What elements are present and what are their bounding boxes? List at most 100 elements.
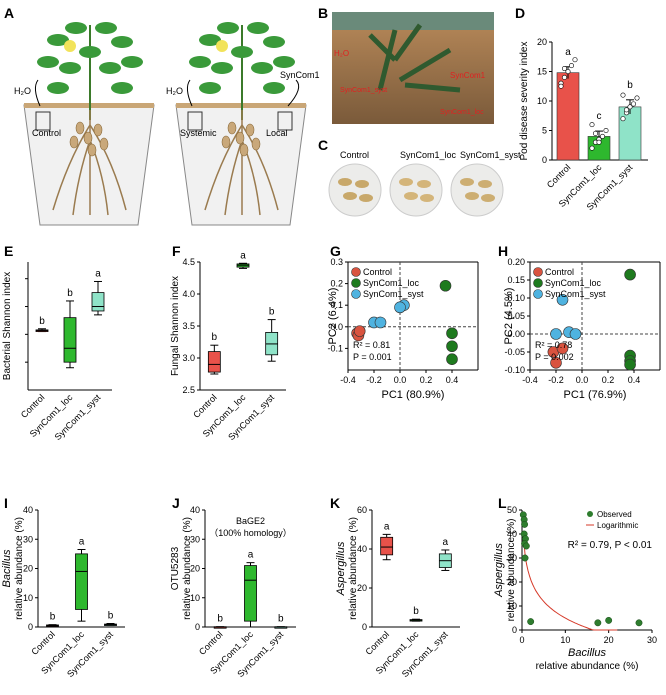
- pod: [227, 121, 237, 135]
- photo-label-loc: SynCom1_loc: [440, 109, 484, 116]
- root: [204, 124, 243, 211]
- y-tick-label: 5: [542, 126, 547, 136]
- data-point: [589, 145, 595, 151]
- significance-letter: b: [627, 80, 633, 91]
- significance-letter: b: [108, 610, 114, 621]
- y-tick-label: 60: [357, 505, 367, 515]
- panel-letter-h: H: [498, 243, 508, 259]
- root: [72, 139, 91, 216]
- data-point: [634, 95, 640, 101]
- data-point: [627, 104, 633, 110]
- x-tick-label: Control: [363, 629, 391, 657]
- y-tick-label: 0: [28, 622, 33, 632]
- pod: [239, 143, 249, 157]
- panel-i-chart: 0 10 20 30 40 Bacillus relative abundance (%) b…: [1, 505, 125, 679]
- label-control-pot: Control: [32, 128, 61, 138]
- pod: [83, 131, 93, 145]
- y-tick-label: 0.15: [507, 275, 525, 285]
- leaf: [99, 62, 121, 74]
- significance-letter: a: [384, 521, 390, 532]
- legend-label: Control: [363, 267, 392, 277]
- y-tick-label: 0.05: [507, 311, 525, 321]
- pca-point: [353, 325, 366, 337]
- pod: [87, 143, 97, 157]
- box: [75, 553, 88, 610]
- observed-point: [521, 554, 529, 562]
- x-tick-label: Control: [29, 629, 57, 657]
- legend-marker: [351, 267, 361, 277]
- leaf: [273, 56, 295, 68]
- y-tick-label: 0.10: [507, 293, 525, 303]
- leaves-syncom: [189, 22, 295, 94]
- pca-point: [550, 328, 562, 340]
- peanut: [343, 192, 357, 200]
- peanuts-syst: [460, 178, 495, 202]
- data-point: [592, 130, 598, 136]
- peanut: [417, 180, 431, 188]
- panel-letter-l: L: [498, 495, 507, 511]
- pca-point: [569, 328, 582, 340]
- leaf: [189, 56, 211, 68]
- y-tick-label: -0.1: [327, 343, 343, 353]
- pca-point: [624, 268, 636, 281]
- y-axis-label: Aspergillus: [493, 543, 505, 598]
- panel-j-chart: 0 10 20 30 40 OTU5283 relative abundance (%) b a…: [170, 505, 296, 679]
- roots-control: [52, 110, 127, 216]
- legend-marker: [533, 267, 543, 277]
- leaf: [37, 56, 59, 68]
- dish-label-syst: SynCom1_syst: [460, 150, 521, 160]
- significance-letter: b: [413, 606, 419, 617]
- label-local: Local: [266, 128, 288, 138]
- panel-letter-g: G: [330, 243, 341, 259]
- dish-label-control: Control: [340, 150, 369, 160]
- leaf: [111, 36, 133, 48]
- root: [52, 124, 91, 211]
- observed-point: [527, 618, 535, 626]
- y-axis-label: Bacterial Shannon index: [2, 272, 13, 380]
- leaf: [263, 36, 285, 48]
- leaf: [47, 82, 69, 94]
- pod: [93, 123, 103, 137]
- significance-letter: b: [217, 614, 223, 625]
- significance-letter: a: [79, 536, 85, 547]
- pca-point: [624, 358, 636, 371]
- y-tick-label: 0.3: [330, 257, 343, 267]
- arrow-water-syncom: [186, 79, 193, 107]
- label-syncom: SynCom1: [280, 70, 320, 80]
- significance-letter: b: [278, 614, 284, 625]
- pca-point: [446, 353, 458, 366]
- significance-letter: c: [597, 111, 602, 122]
- panel-k-chart: 0 20 40 60 Aspergillus relative abundance (%)…: [335, 505, 460, 679]
- observed-point: [522, 542, 530, 550]
- y-tick-label: 0: [195, 622, 200, 632]
- bar: [618, 106, 642, 161]
- data-point: [572, 57, 578, 63]
- pca-point: [556, 293, 569, 306]
- leaf: [79, 46, 101, 58]
- x-tick-label: 0.4: [628, 375, 641, 385]
- legend-marker: [533, 278, 543, 288]
- observed-point: [605, 616, 613, 624]
- y-tick-label: 10: [23, 593, 33, 603]
- legend-marker: [351, 278, 361, 288]
- y-tick-label: 15: [537, 67, 547, 77]
- y-tick-label: 0: [512, 625, 517, 635]
- panel-c-dishes: Control SynCom1_loc SynCom1_syst: [328, 150, 521, 217]
- data-point: [630, 101, 636, 107]
- dish-loc: [389, 163, 443, 217]
- leaf: [247, 22, 269, 34]
- y-tick-label: 20: [537, 37, 547, 47]
- stat-annotation: R² = 0.79, P < 0.01: [568, 540, 653, 551]
- pot-control: [23, 104, 155, 226]
- y-tick-label: 10: [537, 96, 547, 106]
- y-tick-label: 40: [507, 529, 517, 539]
- data-point: [561, 66, 567, 72]
- x-axis-label-italic: Bacillus: [568, 647, 606, 659]
- peanuts-control: [338, 178, 373, 202]
- leaf: [95, 22, 117, 34]
- flower: [216, 40, 228, 52]
- y-tick-label: 3.0: [182, 353, 195, 363]
- peanut: [420, 194, 434, 202]
